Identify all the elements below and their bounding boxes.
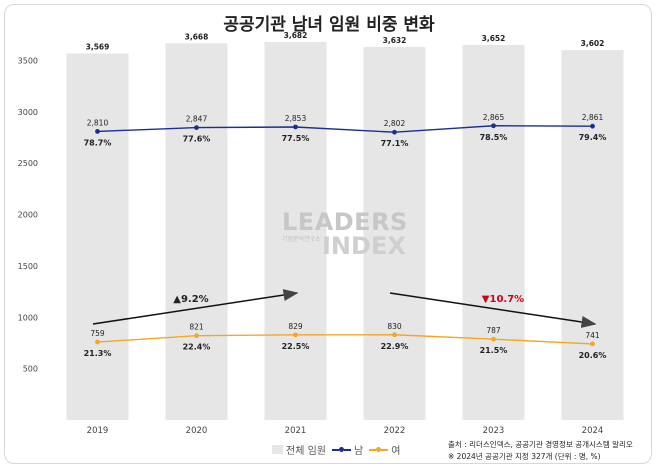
- bar-total-2019: [66, 53, 129, 421]
- legend-swatch-male: [331, 447, 351, 452]
- point-female-2019: [95, 339, 100, 345]
- point-pct-label: 22.5%: [282, 342, 310, 351]
- point-pct-label: 77.1%: [381, 139, 409, 148]
- logo-word: LEADERS: [282, 208, 408, 236]
- series-line-male: [97, 125, 593, 133]
- point-pct-label: 78.5%: [480, 133, 508, 142]
- point-pct-label: 79.4%: [579, 133, 607, 142]
- x-tick-label: 2019: [87, 426, 109, 436]
- point-value-label: 741: [585, 331, 600, 340]
- point-value-label: 821: [189, 323, 204, 332]
- bar-value-label: 3,632: [383, 36, 407, 45]
- y-tick-label: 2000: [18, 211, 38, 220]
- point-female-2022: [392, 332, 397, 338]
- unit-note: ※ 2024년 공공기관 지정 327개 (단위 : 명, %): [448, 452, 601, 461]
- point-pct-label: 78.7%: [84, 138, 112, 147]
- trend-arrow-down: [389, 292, 597, 328]
- x-tick-label: 2023: [483, 426, 505, 436]
- x-tick-label: 2020: [186, 426, 208, 436]
- y-tick-label: 1500: [18, 262, 38, 271]
- point-value-label: 2,810: [87, 118, 109, 127]
- point-pct-label: 21.3%: [84, 349, 112, 358]
- point-female-2020: [194, 333, 199, 339]
- bar-value-label: 3,652: [482, 34, 506, 43]
- bar-value-label: 3,682: [284, 31, 308, 40]
- point-female-2021: [293, 332, 298, 338]
- point-female-2023: [491, 336, 496, 342]
- point-pct-label: 21.5%: [480, 346, 508, 355]
- x-tick-label: 2024: [582, 426, 604, 436]
- y-tick-label: 2500: [18, 159, 38, 168]
- bar-value-label: 3,602: [581, 39, 605, 48]
- y-tick-label: 3000: [18, 108, 38, 117]
- point-male-2019: [95, 129, 100, 134]
- point-pct-label: 20.6%: [579, 351, 607, 360]
- legend-label-total: 전체 임원: [286, 446, 326, 457]
- point-male-2020: [194, 125, 199, 131]
- point-value-label: 787: [486, 326, 501, 335]
- series-line-female: [97, 334, 593, 345]
- trend-arrow-up: [92, 289, 299, 325]
- point-male-2024: [590, 123, 595, 129]
- point-value-label: 829: [288, 322, 303, 331]
- point-pct-label: 77.5%: [282, 134, 310, 143]
- point-male-2022: [392, 129, 397, 135]
- bar-total-2020: [165, 43, 228, 420]
- point-value-label: 2,853: [285, 114, 307, 123]
- chart-legend: 전체 임원 남 여: [272, 442, 400, 457]
- point-value-label: 2,861: [582, 113, 604, 122]
- point-male-2023: [491, 123, 496, 129]
- bar-value-label: 3,569: [86, 42, 110, 51]
- point-pct-label: 22.4%: [183, 343, 211, 352]
- bar-total-2022: [363, 46, 426, 420]
- point-value-label: 2,802: [384, 119, 406, 128]
- bar-value-label: 3,668: [185, 32, 209, 41]
- legend-swatch-female: [369, 447, 389, 452]
- point-value-label: 759: [90, 329, 105, 338]
- legend-swatch-total: [272, 445, 283, 454]
- chart-title: 공공기관 남녀 임원 비중 변화: [223, 15, 435, 35]
- x-tick-label: 2022: [384, 426, 406, 436]
- legend-label-male: 남: [353, 446, 364, 457]
- point-pct-label: 77.6%: [183, 135, 211, 144]
- trend-annotation-up: ▲9.2%: [173, 294, 208, 305]
- point-value-label: 830: [387, 322, 402, 331]
- bar-total-2021: [264, 41, 327, 421]
- source-note: 출처 : 리더스인덱스, 공공기관 경영정보 공개시스템 알리오: [448, 440, 633, 449]
- bar-total-2024: [561, 50, 624, 420]
- legend-item-female: 여: [369, 442, 400, 457]
- legend-label-female: 여: [391, 446, 401, 457]
- point-male-2021: [293, 124, 298, 130]
- point-pct-label: 22.9%: [381, 342, 409, 351]
- leaders-index-logo: LEADERS 기업분석연구소 INDEX: [282, 208, 408, 260]
- y-tick-label: 500: [23, 365, 38, 374]
- bar-total-2023: [462, 44, 525, 421]
- legend-item-total: 전체 임원: [272, 442, 326, 457]
- legend-item-male: 남: [331, 442, 364, 457]
- x-tick-label: 2021: [285, 426, 307, 436]
- chart-frame: [4, 4, 652, 464]
- y-tick-label: 3500: [18, 57, 38, 66]
- logo-subtitle: 기업분석연구소: [282, 236, 321, 243]
- point-value-label: 2,865: [483, 113, 505, 122]
- trend-annotation-down: ▼10.7%: [482, 294, 524, 305]
- y-tick-label: 1000: [18, 313, 38, 322]
- point-value-label: 2,847: [186, 115, 208, 124]
- logo-mark: INDEX: [322, 232, 406, 260]
- point-female-2024: [590, 341, 595, 347]
